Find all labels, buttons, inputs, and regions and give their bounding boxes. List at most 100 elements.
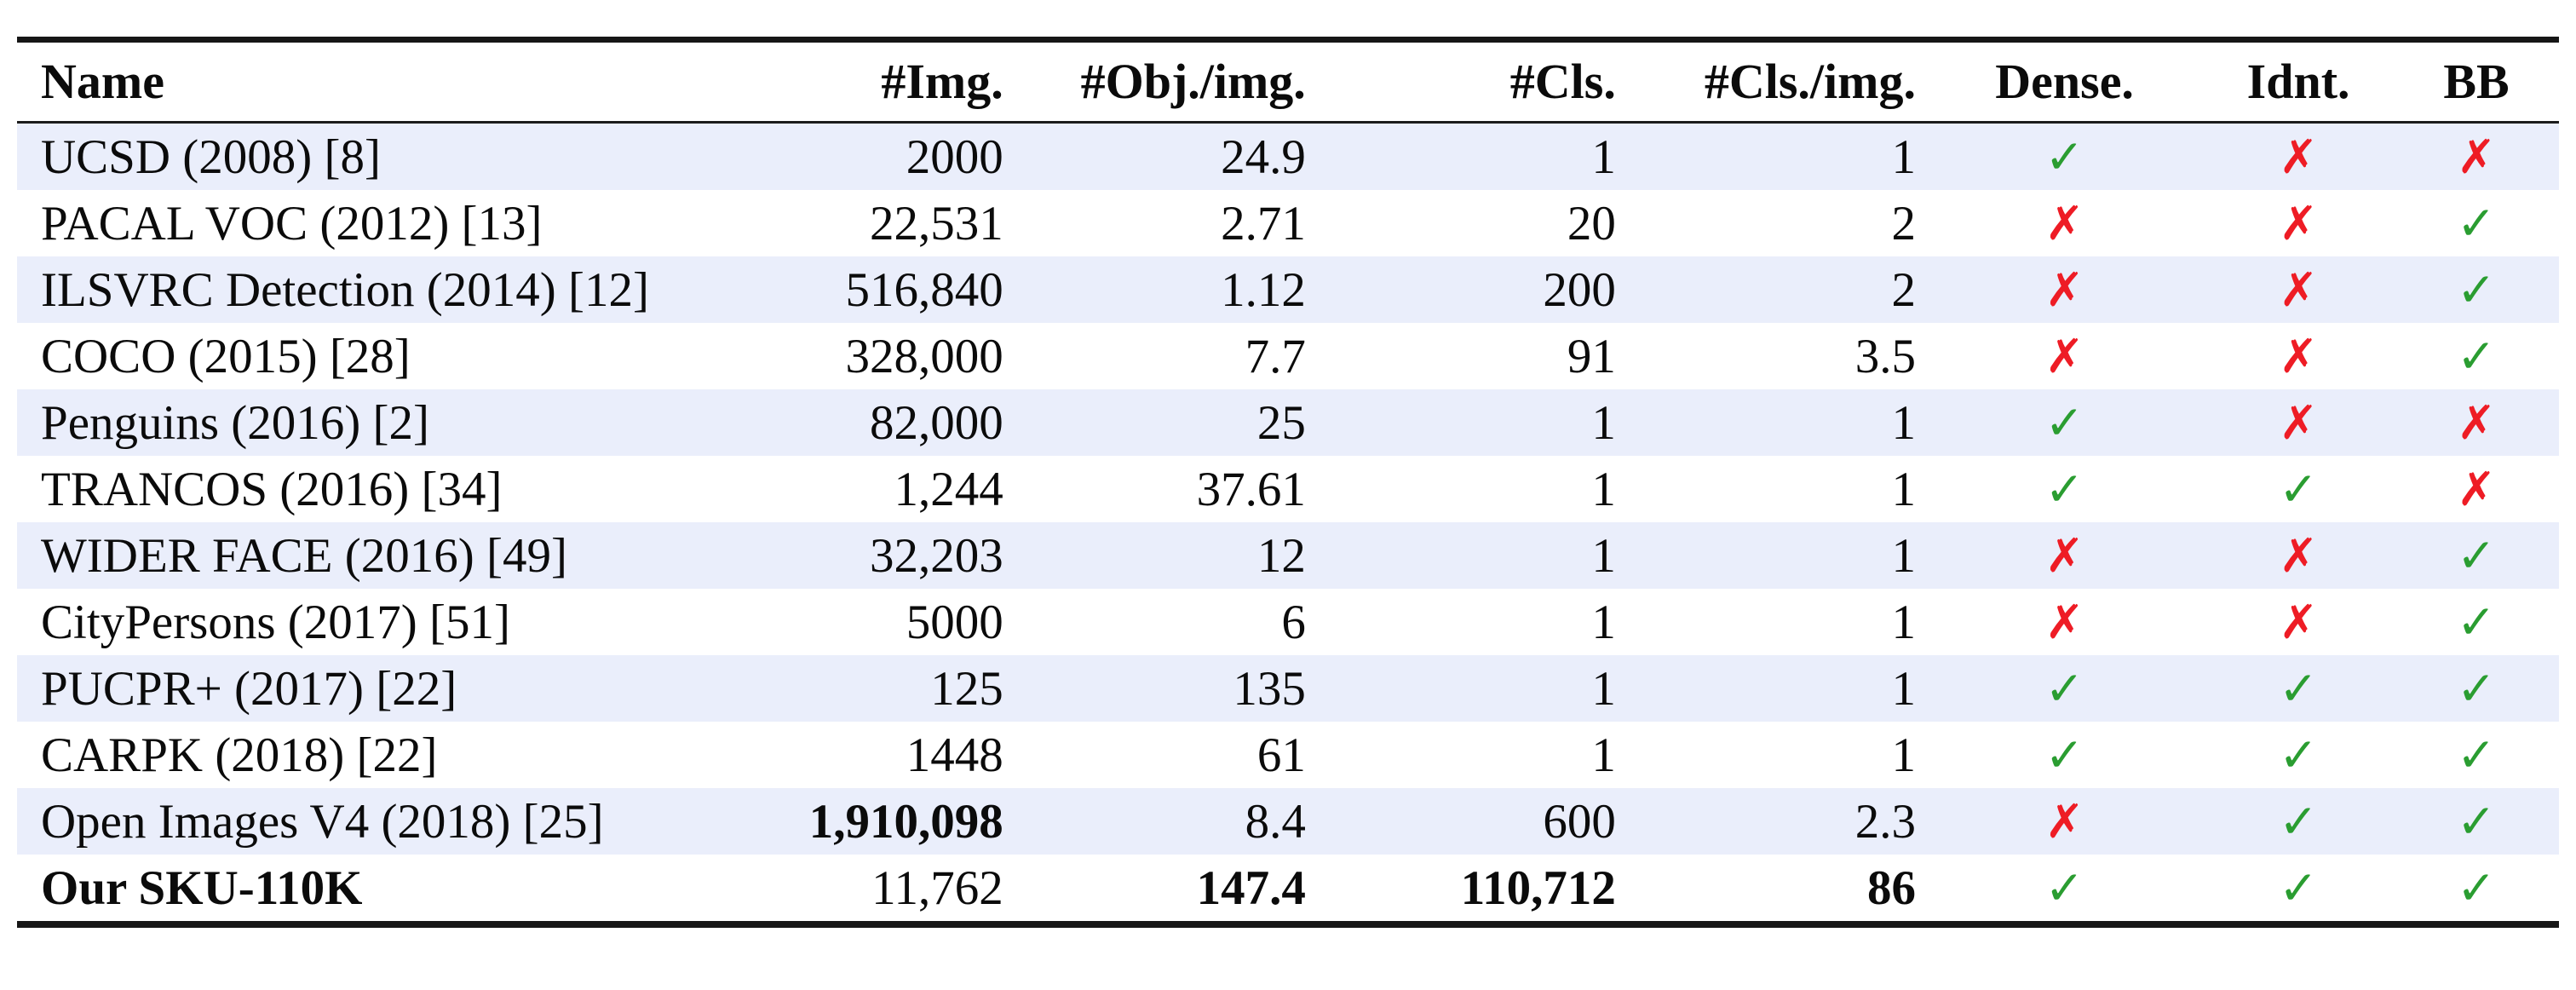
cell-obj_per_img: 135 [1233, 661, 1306, 716]
cell-dense: ✓ [1926, 456, 2203, 522]
cell-obj_per_img: 6 [1281, 595, 1306, 649]
header-row: Name #Img. #Obj./img. #Cls. #Cls./img. Dense.… [17, 43, 2559, 124]
cell-img: 1448 [906, 728, 1003, 782]
cell-obj_per_img: 8.4 [1245, 794, 1306, 849]
cell-img: 1,910,098 [808, 794, 1003, 849]
table-row: TRANCOS (2016) [34] 1,244 37.61 1 1 ✓ ✓ ✗ [17, 456, 2559, 522]
table-row: PUCPR+ (2017) [22] 125 135 1 1 ✓ ✓ ✓ [17, 655, 2559, 722]
cross-icon: ✗ [2456, 461, 2497, 516]
cell-cls_per_img: 1 [1891, 130, 1916, 184]
cell-cls_per_img: 2 [1891, 262, 1916, 317]
cell-bb: ✓ [2394, 256, 2559, 323]
cell-name: Open Images V4 (2018) [25] [41, 794, 604, 849]
cross-icon: ✗ [2279, 262, 2319, 317]
cell-dense: ✗ [1926, 788, 2203, 855]
check-icon: ✓ [2456, 594, 2497, 649]
table-row: WIDER FACE (2016) [49] 32,203 12 1 1 ✗ ✗ ✓ [17, 522, 2559, 589]
check-icon: ✓ [2456, 527, 2497, 583]
cell-img: 82,000 [869, 395, 1003, 450]
cell-obj_per_img: 24.9 [1221, 130, 1306, 184]
cell-name: ILSVRC Detection (2014) [12] [41, 262, 649, 317]
cell-name: Our SKU-110K [41, 860, 363, 915]
check-icon: ✓ [2279, 727, 2319, 782]
cell-obj_per_img: 37.61 [1196, 462, 1306, 516]
column-header-idnt: Idnt. [2203, 43, 2395, 124]
cell-img: 5000 [906, 595, 1003, 649]
cell-cls: 1 [1591, 661, 1616, 716]
cell-idnt: ✓ [2203, 855, 2394, 921]
cell-idnt: ✗ [2203, 256, 2394, 323]
cell-idnt: ✓ [2203, 788, 2394, 855]
column-header-obj_per_img: #Obj./img. [1013, 43, 1316, 124]
cell-dense: ✗ [1926, 323, 2203, 389]
cell-img: 32,203 [869, 528, 1003, 583]
cell-img: 328,000 [845, 329, 1003, 383]
cell-obj_per_img: 1.12 [1221, 262, 1306, 317]
cross-icon: ✗ [2044, 793, 2084, 849]
cell-obj_per_img: 61 [1256, 728, 1306, 782]
table-row: CityPersons (2017) [51] 5000 6 1 1 ✗ ✗ ✓ [17, 589, 2559, 655]
check-icon: ✓ [2456, 328, 2497, 383]
cell-bb: ✓ [2394, 190, 2559, 256]
check-icon: ✓ [2456, 262, 2497, 317]
table-row: Our SKU-110K 11,762 147.4 110,712 86 ✓ ✓ ✓ [17, 855, 2559, 921]
cell-dense: ✓ [1926, 722, 2203, 788]
cell-idnt: ✗ [2203, 190, 2394, 256]
cell-cls_per_img: 1 [1891, 728, 1916, 782]
cell-cls: 1 [1591, 462, 1616, 516]
table-row: PACAL VOC (2012) [13] 22,531 2.71 20 2 ✗ ✗ ✓ [17, 190, 2559, 256]
cell-img: 11,762 [871, 860, 1003, 915]
cell-idnt: ✓ [2203, 655, 2394, 722]
cell-bb: ✗ [2394, 456, 2559, 522]
cell-bb: ✓ [2394, 788, 2559, 855]
cell-idnt: ✗ [2203, 589, 2394, 655]
cross-icon: ✗ [2044, 527, 2084, 583]
cross-icon: ✗ [2044, 195, 2084, 250]
cross-icon: ✗ [2456, 394, 2497, 450]
cell-cls: 1 [1591, 395, 1616, 450]
cell-name: CARPK (2018) [22] [41, 728, 438, 782]
check-icon: ✓ [2456, 195, 2497, 250]
column-header-name: Name [17, 43, 806, 124]
cell-cls: 1 [1591, 595, 1616, 649]
column-header-bb: BB [2394, 43, 2559, 124]
check-icon: ✓ [2044, 660, 2084, 716]
column-header-cls: #Cls. [1315, 43, 1626, 124]
table-row: ILSVRC Detection (2014) [12] 516,840 1.12 2… [17, 256, 2559, 323]
cell-img: 2000 [906, 130, 1003, 184]
table-body: UCSD (2008) [8] 2000 24.9 1 1 ✓ ✗ ✗ PACAL VOC (2… [17, 122, 2559, 922]
cell-name: TRANCOS (2016) [34] [41, 462, 503, 516]
cell-dense: ✓ [1926, 855, 2203, 921]
table-row: Penguins (2016) [2] 82,000 25 1 1 ✓ ✗ ✗ [17, 389, 2559, 456]
cross-icon: ✗ [2044, 594, 2084, 649]
cell-cls_per_img: 1 [1891, 661, 1916, 716]
cell-dense: ✗ [1926, 256, 2203, 323]
cell-obj_per_img: 12 [1256, 528, 1306, 583]
cell-cls: 91 [1567, 329, 1616, 383]
cell-bb: ✓ [2394, 589, 2559, 655]
cell-cls_per_img: 1 [1891, 462, 1916, 516]
cell-cls_per_img: 3.5 [1854, 329, 1916, 383]
cell-idnt: ✗ [2203, 323, 2394, 389]
column-header-dense: Dense. [1925, 43, 2204, 124]
check-icon: ✓ [2044, 461, 2084, 516]
cell-img: 1,244 [894, 462, 1003, 516]
check-icon: ✓ [2044, 860, 2084, 915]
cross-icon: ✗ [2279, 594, 2319, 649]
column-header-cls_per_img: #Cls./img. [1625, 43, 1926, 124]
cell-bb: ✓ [2394, 522, 2559, 589]
cell-name: UCSD (2008) [8] [41, 130, 381, 184]
cell-name: Penguins (2016) [2] [41, 395, 429, 450]
column-header-img: #Img. [805, 43, 1014, 124]
cell-bb: ✗ [2394, 123, 2559, 191]
cell-cls: 600 [1543, 794, 1616, 849]
cell-bb: ✓ [2394, 323, 2559, 389]
cell-idnt: ✗ [2203, 123, 2394, 191]
cell-dense: ✗ [1926, 589, 2203, 655]
cell-name: COCO (2015) [28] [41, 329, 411, 383]
cell-idnt: ✗ [2203, 522, 2394, 589]
check-icon: ✓ [2279, 793, 2319, 849]
cell-cls: 1 [1591, 130, 1616, 184]
cell-cls_per_img: 1 [1891, 528, 1916, 583]
cell-cls: 20 [1567, 196, 1616, 250]
